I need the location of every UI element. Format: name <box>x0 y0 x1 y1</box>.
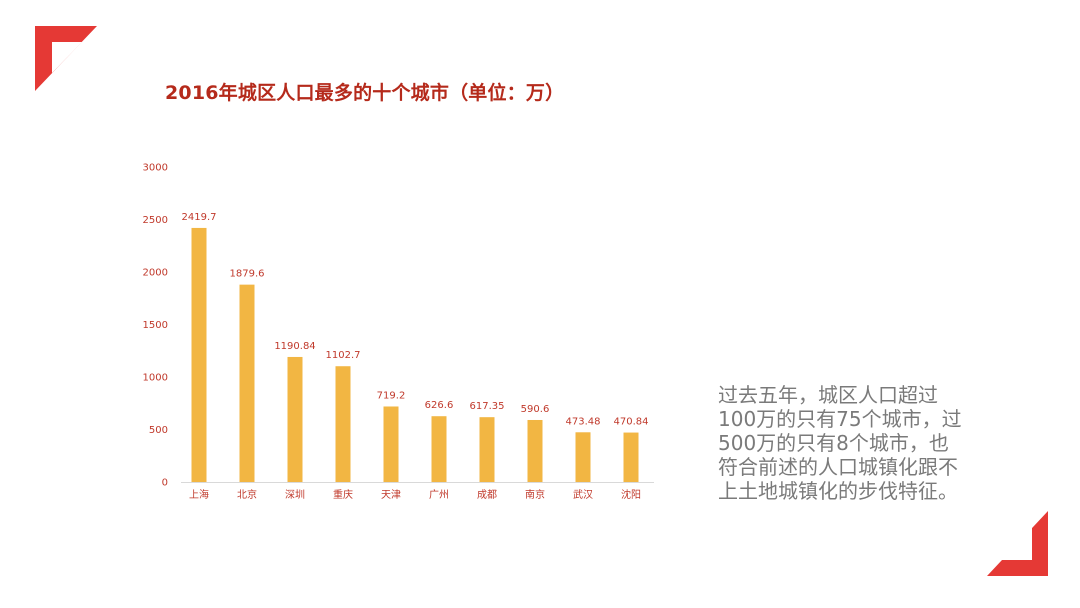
bar <box>479 417 495 482</box>
bar-value-label: 473.48 <box>566 416 601 427</box>
description-line: 符合前述的人口城镇化跟不 <box>718 455 958 479</box>
bar <box>575 432 591 482</box>
bar-value-label: 719.2 <box>377 390 406 401</box>
y-tick-label: 2000 <box>143 268 168 279</box>
chart-title: 2016年城区人口最多的十个城市（单位：万） <box>165 82 565 104</box>
bar <box>383 406 399 482</box>
description-line: 上土地城镇化的步伐特征。 <box>718 479 958 503</box>
x-category-label: 上海 <box>189 488 209 501</box>
bar <box>527 419 543 482</box>
bar-value-label: 617.35 <box>470 401 505 412</box>
bar-value-label: 1102.7 <box>326 350 361 361</box>
x-category-label: 沈阳 <box>621 488 641 501</box>
bar-value-label: 590.6 <box>521 404 550 415</box>
bar <box>623 432 639 482</box>
x-category-label: 成都 <box>477 489 497 501</box>
x-category-label: 重庆 <box>333 488 353 501</box>
bar <box>431 416 447 482</box>
description-line: 500万的只有8个城市，也 <box>718 431 949 455</box>
y-tick-label: 500 <box>149 425 168 436</box>
bar-value-label: 626.6 <box>425 400 454 411</box>
y-tick-label: 0 <box>162 478 168 489</box>
bar <box>335 366 351 482</box>
description-line: 100万的只有75个城市，过 <box>718 407 962 431</box>
corner-decoration-top-left <box>35 26 97 91</box>
bar-value-label: 1190.84 <box>274 341 315 352</box>
bar <box>287 356 303 482</box>
bar <box>239 284 255 482</box>
description-line: 过去五年，城区人口超过 <box>718 383 938 407</box>
bar-value-label: 2419.7 <box>182 212 217 223</box>
y-tick-label: 3000 <box>143 163 168 174</box>
x-category-label: 深圳 <box>285 489 305 501</box>
y-tick-label: 1000 <box>143 373 168 384</box>
x-category-label: 天津 <box>381 489 401 501</box>
x-category-label: 南京 <box>525 488 545 501</box>
x-category-label: 武汉 <box>573 488 593 501</box>
description-text: 过去五年，城区人口超过 100万的只有75个城市，过 500万的只有8个城市，也… <box>718 383 980 503</box>
x-category-label: 广州 <box>429 489 449 501</box>
x-category-label: 北京 <box>237 488 257 501</box>
y-tick-label: 2500 <box>143 215 168 226</box>
y-tick-label: 1500 <box>143 320 168 331</box>
bar <box>191 227 207 482</box>
bar-value-label: 1879.6 <box>230 269 265 280</box>
bar-value-label: 470.84 <box>614 417 649 428</box>
